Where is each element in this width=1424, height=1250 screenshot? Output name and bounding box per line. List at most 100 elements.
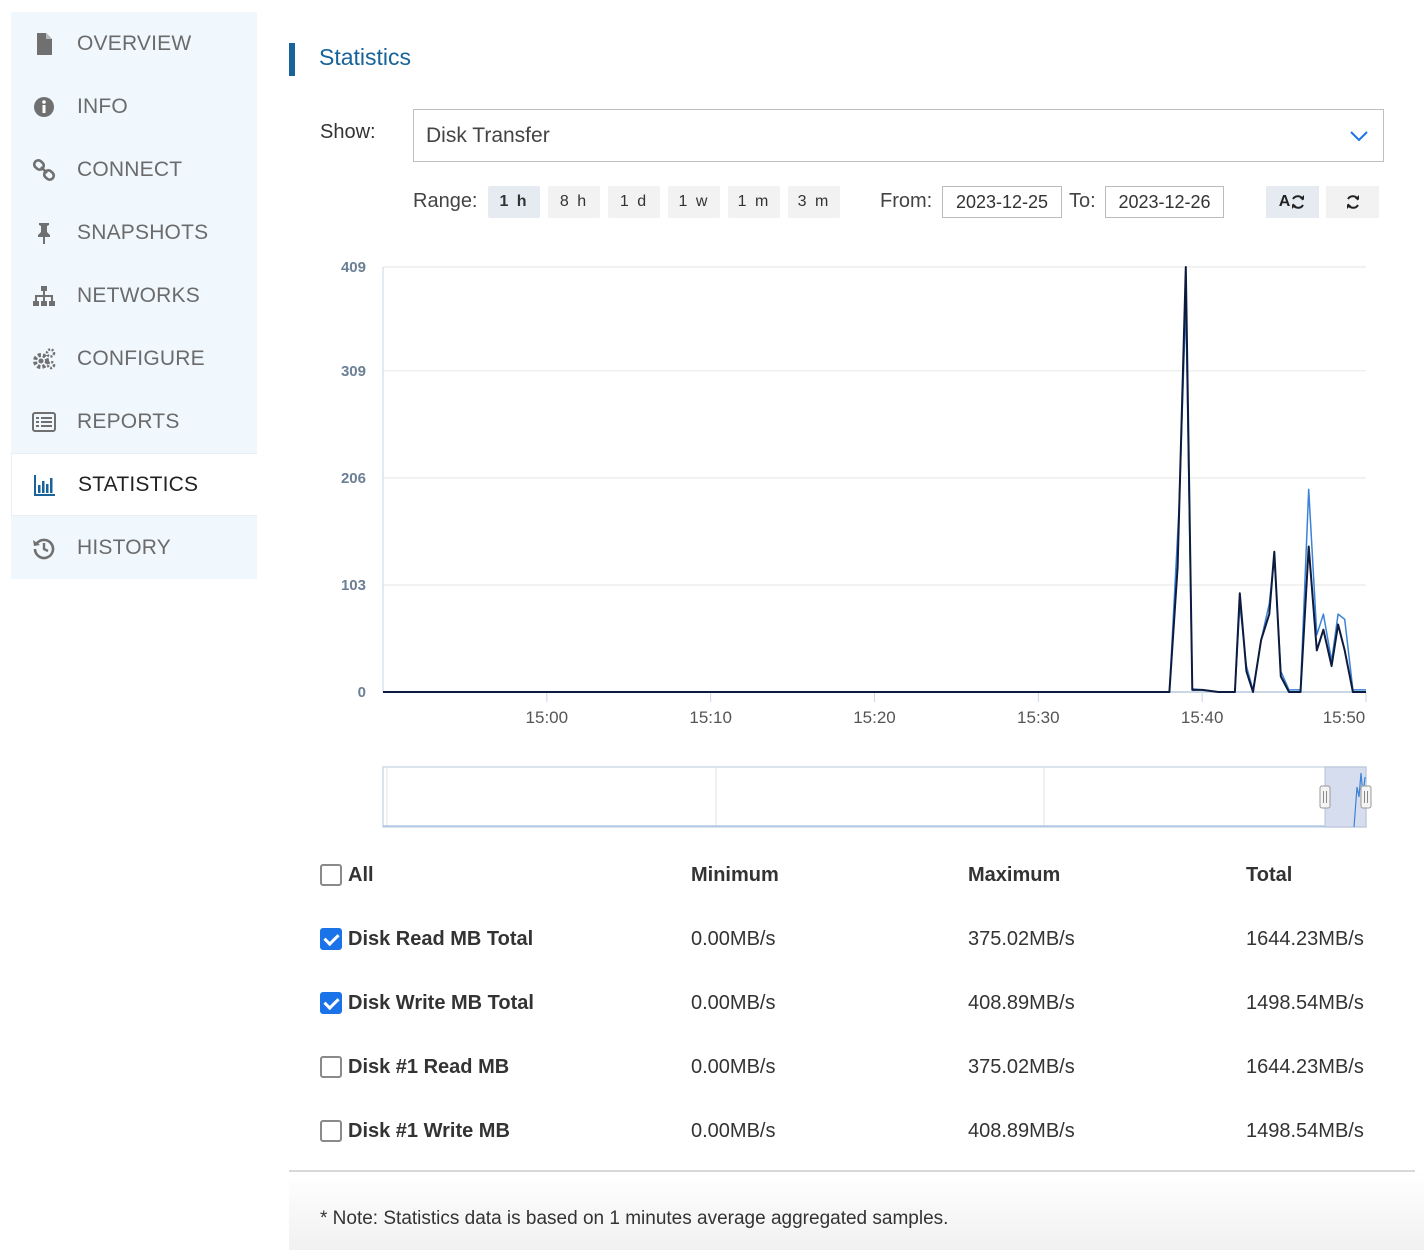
header-minimum: Minimum bbox=[691, 864, 779, 886]
chart-axes: 0 103 206 309 409 15:00 15:10 15:20 15:30 15:40 15… bbox=[341, 259, 1367, 727]
sidebar-item-label: STATISTICS bbox=[78, 472, 199, 496]
to-date-input[interactable]: 2023-12-26 bbox=[1105, 186, 1224, 218]
table-header-row: All Minimum Maximum Total bbox=[320, 855, 1380, 895]
disk-transfer-chart[interactable]: 0 103 206 309 409 15:00 15:10 15:20 15:30 15:40 15… bbox=[329, 250, 1374, 835]
refresh-icon bbox=[1292, 195, 1305, 209]
cell-maximum: 408.89MB/s bbox=[968, 992, 1075, 1014]
series-name: Disk Read MB Total bbox=[348, 928, 534, 950]
series-disk-write-line bbox=[383, 266, 1366, 693]
sidebar-item-label: OVERVIEW bbox=[77, 31, 192, 55]
metric-select[interactable]: Disk Transfer bbox=[413, 109, 1384, 162]
sidebar-item-label: CONFIGURE bbox=[77, 346, 205, 370]
navigator-frame bbox=[382, 766, 1367, 828]
navigator-selection bbox=[1324, 766, 1367, 828]
list-icon bbox=[11, 410, 77, 434]
range-8h-button[interactable]: 8 h bbox=[548, 186, 600, 218]
select-all-checkbox[interactable] bbox=[320, 864, 342, 886]
x-tick-label: 15:00 bbox=[526, 708, 569, 727]
y-tick-label: 206 bbox=[341, 470, 366, 487]
x-tick-label: 15:20 bbox=[853, 708, 896, 727]
cell-maximum: 408.89MB/s bbox=[968, 1120, 1075, 1142]
sidebar-item-networks[interactable]: NETWORKS bbox=[11, 264, 257, 327]
cell-total: 1498.54MB/s bbox=[1246, 1120, 1364, 1142]
metric-select-value: Disk Transfer bbox=[426, 123, 550, 147]
series-checkbox[interactable] bbox=[320, 992, 342, 1014]
series-name: Disk #1 Write MB bbox=[348, 1120, 510, 1142]
range-1m-button[interactable]: 1 m bbox=[728, 186, 780, 218]
from-date-input[interactable]: 2023-12-25 bbox=[942, 186, 1062, 218]
table-row: Disk Write MB Total 0.00MB/s 408.89MB/s 149… bbox=[320, 983, 1380, 1023]
network-icon bbox=[11, 284, 77, 308]
chevron-down-icon bbox=[1350, 131, 1368, 142]
sidebar-item-label: HISTORY bbox=[77, 535, 171, 559]
sidebar-item-overview[interactable]: OVERVIEW bbox=[11, 12, 257, 75]
range-1h-button[interactable]: 1 h bbox=[488, 186, 540, 218]
table-row: Disk #1 Write MB 0.00MB/s 408.89MB/s 1498.5… bbox=[320, 1111, 1380, 1151]
bar-chart-icon bbox=[12, 473, 78, 497]
cell-minimum: 0.00MB/s bbox=[691, 928, 776, 950]
series-checkbox[interactable] bbox=[320, 1056, 342, 1078]
refresh-button[interactable] bbox=[1326, 186, 1379, 218]
sidebar-item-label: INFO bbox=[77, 94, 128, 118]
cell-total: 1644.23MB/s bbox=[1246, 1056, 1364, 1078]
y-tick-label: 309 bbox=[341, 363, 366, 380]
sidebar-item-snapshots[interactable]: SNAPSHOTS bbox=[11, 201, 257, 264]
from-label: From: bbox=[880, 190, 933, 212]
sidebar-item-reports[interactable]: REPORTS bbox=[11, 390, 257, 453]
select-all-label: All bbox=[348, 864, 374, 886]
y-tick-label: 409 bbox=[341, 259, 366, 276]
table-row: Disk Read MB Total 0.00MB/s 375.02MB/s 1644… bbox=[320, 919, 1380, 959]
to-label: To: bbox=[1069, 190, 1096, 212]
series-name: Disk #1 Read MB bbox=[348, 1056, 510, 1078]
cell-maximum: 375.02MB/s bbox=[968, 928, 1075, 950]
y-tick-label: 0 bbox=[358, 684, 366, 701]
cell-minimum: 0.00MB/s bbox=[691, 992, 776, 1014]
cell-minimum: 0.00MB/s bbox=[691, 1056, 776, 1078]
sidebar-item-label: SNAPSHOTS bbox=[77, 220, 209, 244]
series-checkbox[interactable] bbox=[320, 1120, 342, 1142]
x-tick-label: 15:10 bbox=[689, 708, 732, 727]
header-total: Total bbox=[1246, 864, 1293, 886]
series-disk-read-line bbox=[383, 301, 1366, 693]
auto-refresh-button[interactable]: A bbox=[1266, 186, 1319, 218]
series-name: Disk Write MB Total bbox=[348, 992, 534, 1014]
pin-icon bbox=[11, 221, 77, 245]
range-navigator[interactable] bbox=[382, 766, 1372, 828]
range-label: Range: bbox=[413, 190, 478, 212]
sidebar-item-history[interactable]: HISTORY bbox=[11, 516, 257, 579]
sidebar-item-label: REPORTS bbox=[77, 409, 180, 433]
x-tick-label: 15:30 bbox=[1017, 708, 1060, 727]
title-accent-bar bbox=[289, 43, 295, 76]
x-tick-label: 15:50 bbox=[1323, 708, 1366, 727]
x-tick-label: 15:40 bbox=[1181, 708, 1224, 727]
table-row: Disk #1 Read MB 0.00MB/s 375.02MB/s 1644.23… bbox=[320, 1047, 1380, 1087]
range-3m-button[interactable]: 3 m bbox=[788, 186, 840, 218]
sidebar-item-connect[interactable]: CONNECT bbox=[11, 138, 257, 201]
document-icon bbox=[11, 32, 77, 56]
cell-total: 1644.23MB/s bbox=[1246, 928, 1364, 950]
sidebar-item-statistics[interactable]: STATISTICS bbox=[11, 453, 257, 516]
sidebar: OVERVIEW INFO CONNECT SNAPSHOTS NETWORKS… bbox=[11, 12, 257, 579]
cell-minimum: 0.00MB/s bbox=[691, 1120, 776, 1142]
footer bbox=[289, 1172, 1424, 1250]
sidebar-item-label: CONNECT bbox=[77, 157, 183, 181]
footnote: * Note: Statistics data is based on 1 mi… bbox=[320, 1208, 949, 1229]
range-1d-button[interactable]: 1 d bbox=[608, 186, 660, 218]
navigator-handle bbox=[1360, 785, 1372, 809]
sidebar-item-configure[interactable]: CONFIGURE bbox=[11, 327, 257, 390]
series-checkbox[interactable] bbox=[320, 928, 342, 950]
navigator-handle bbox=[1319, 785, 1331, 809]
page-title: Statistics bbox=[319, 44, 412, 70]
link-icon bbox=[11, 158, 77, 182]
range-1w-button[interactable]: 1 w bbox=[668, 186, 720, 218]
refresh-icon bbox=[1346, 195, 1359, 209]
divider bbox=[289, 1170, 1415, 1172]
main-content: Statistics Show: Disk Transfer Range: 1 … bbox=[289, 0, 1424, 1250]
info-icon bbox=[11, 95, 77, 119]
header-maximum: Maximum bbox=[968, 864, 1061, 886]
auto-refresh-label: A bbox=[1278, 193, 1291, 210]
sidebar-item-info[interactable]: INFO bbox=[11, 75, 257, 138]
gears-icon bbox=[11, 347, 77, 371]
history-icon bbox=[11, 536, 77, 560]
show-label: Show: bbox=[320, 121, 376, 143]
